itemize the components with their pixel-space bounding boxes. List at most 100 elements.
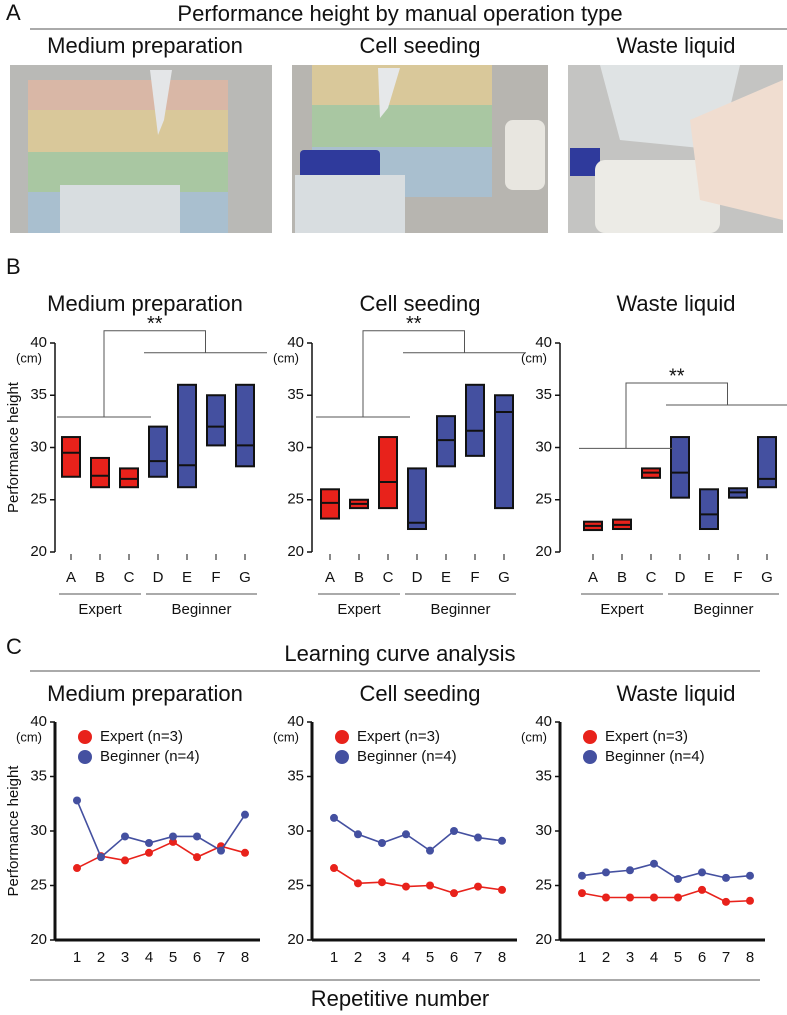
bracket xyxy=(103,330,206,418)
legend-marker xyxy=(78,730,92,744)
point xyxy=(626,866,634,875)
x-tick-label: A xyxy=(66,569,76,586)
y-tick-label: 40 xyxy=(287,713,304,730)
y-tick-label: 30 xyxy=(287,438,304,455)
x-tick-label: 2 xyxy=(354,949,362,966)
x-tick-label: 5 xyxy=(169,949,177,966)
group-label: Expert xyxy=(600,601,644,618)
x-tick-label: C xyxy=(646,569,657,586)
x-axis-label: Repetitive number xyxy=(311,986,490,1011)
box xyxy=(436,415,456,468)
line xyxy=(333,867,503,894)
point xyxy=(354,830,362,839)
panel-title: Learning curve analysis xyxy=(284,641,515,666)
point xyxy=(426,846,434,855)
y-unit: (cm) xyxy=(16,729,42,744)
x-tick-label: G xyxy=(498,569,510,586)
point xyxy=(674,893,682,902)
point xyxy=(602,893,610,902)
y-tick-label: 25 xyxy=(535,876,552,893)
x-tick-label: 8 xyxy=(241,949,249,966)
panel-label: B xyxy=(6,254,21,279)
chart-title: Waste liquid xyxy=(616,291,735,316)
x-tick-label: B xyxy=(354,569,364,586)
y-tick-label: 35 xyxy=(30,767,47,784)
chart-title: Waste liquid xyxy=(616,681,735,706)
point xyxy=(169,832,177,841)
photo xyxy=(292,65,548,233)
box xyxy=(90,456,110,489)
line xyxy=(581,862,751,880)
point xyxy=(722,897,730,906)
x-tick-label: 4 xyxy=(402,949,410,966)
legend-marker xyxy=(78,750,92,764)
point xyxy=(450,889,458,898)
x-tick-label: D xyxy=(412,569,423,586)
point xyxy=(97,853,105,862)
point xyxy=(450,827,458,835)
y-tick-label: 25 xyxy=(535,491,552,508)
panel-title: Performance height by manual operation t… xyxy=(177,1,622,26)
group-label: Expert xyxy=(78,601,122,618)
point xyxy=(121,856,129,865)
y-tick-label: 35 xyxy=(30,386,47,403)
legend-label: Beginner (n=4) xyxy=(605,748,705,765)
point xyxy=(698,868,706,877)
box xyxy=(699,488,719,531)
chart-title: Medium preparation xyxy=(47,291,243,316)
y-tick-label: 35 xyxy=(535,386,552,403)
box xyxy=(206,394,226,447)
x-tick-label: 1 xyxy=(578,949,586,966)
chart-title: Cell seeding xyxy=(359,291,480,316)
point xyxy=(746,871,754,880)
y-tick-label: 40 xyxy=(30,713,47,730)
box xyxy=(320,488,340,520)
photo-caption: Waste liquid xyxy=(616,33,735,58)
legend-label: Beginner (n=4) xyxy=(100,748,200,765)
x-tick-label: E xyxy=(182,569,192,586)
y-tick-label: 25 xyxy=(30,491,47,508)
x-tick-label: F xyxy=(470,569,479,586)
y-tick-label: 20 xyxy=(535,931,552,948)
point xyxy=(474,882,482,891)
x-tick-label: 4 xyxy=(650,949,658,966)
photo xyxy=(568,65,783,233)
x-tick-label: C xyxy=(383,569,394,586)
chart-title: Medium preparation xyxy=(47,681,243,706)
box xyxy=(119,467,139,489)
y-axis-label: Performance height xyxy=(5,765,22,897)
legend-marker xyxy=(583,730,597,744)
y-unit: (cm) xyxy=(273,729,299,744)
x-tick-label: G xyxy=(239,569,251,586)
chart-title: Cell seeding xyxy=(359,681,480,706)
bracket xyxy=(362,330,465,418)
box xyxy=(465,383,485,457)
y-tick-label: 25 xyxy=(287,491,304,508)
x-tick-label: B xyxy=(95,569,105,586)
x-tick-label: 5 xyxy=(426,949,434,966)
legend-marker xyxy=(583,750,597,764)
y-tick-label: 20 xyxy=(287,543,304,560)
x-tick-label: 6 xyxy=(450,949,458,966)
point xyxy=(378,838,386,847)
point xyxy=(73,864,81,873)
x-tick-label: 3 xyxy=(378,949,386,966)
point xyxy=(650,859,658,868)
bracket xyxy=(625,382,728,449)
x-tick-label: D xyxy=(153,569,164,586)
box xyxy=(148,425,168,478)
point xyxy=(602,868,610,877)
point xyxy=(426,881,434,890)
y-tick-label: 20 xyxy=(30,543,47,560)
legend-label: Beginner (n=4) xyxy=(357,748,457,765)
x-tick-label: 7 xyxy=(474,949,482,966)
significance: ** xyxy=(669,365,685,387)
y-tick-label: 20 xyxy=(535,543,552,560)
x-tick-label: G xyxy=(761,569,773,586)
x-tick-label: 1 xyxy=(330,949,338,966)
point xyxy=(330,813,338,822)
y-unit: (cm) xyxy=(273,350,299,365)
point xyxy=(241,848,249,857)
x-tick-label: E xyxy=(441,569,451,586)
x-tick-label: 4 xyxy=(145,949,153,966)
